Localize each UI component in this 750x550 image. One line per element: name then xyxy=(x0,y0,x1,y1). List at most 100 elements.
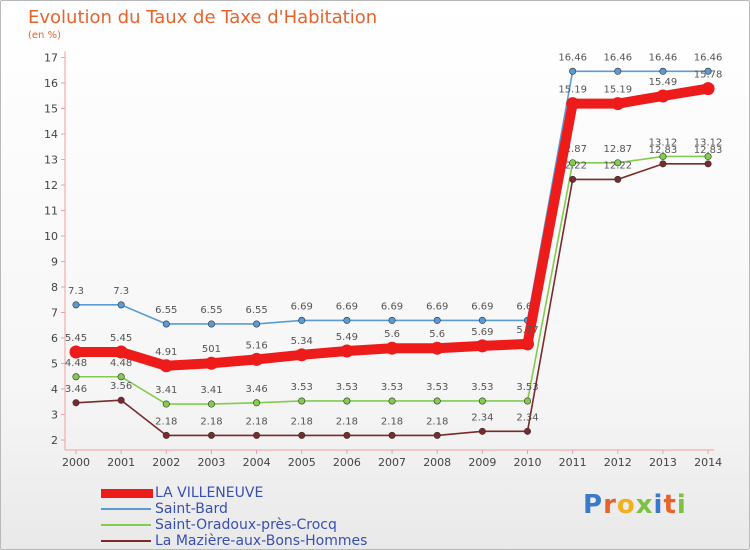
x-tick-label: 2011 xyxy=(559,456,587,469)
data-label: 3.41 xyxy=(200,385,222,396)
data-label: 3.53 xyxy=(291,382,313,393)
y-tick-label: 6 xyxy=(51,332,58,345)
y-tick-label: 12 xyxy=(44,179,58,192)
data-label: 16.46 xyxy=(603,52,632,63)
x-tick-label: 2006 xyxy=(333,456,361,469)
y-tick-label: 17 xyxy=(44,52,58,65)
data-label: 3.53 xyxy=(471,382,493,393)
data-label: 2.18 xyxy=(426,416,448,427)
data-point xyxy=(343,397,351,405)
data-point xyxy=(298,316,306,324)
data-point xyxy=(72,399,80,407)
data-label: 15.78 xyxy=(694,70,723,81)
y-tick-label: 4 xyxy=(51,383,58,396)
data-label: 6.69 xyxy=(426,301,448,312)
data-label: 12.83 xyxy=(694,145,723,156)
data-point xyxy=(72,301,80,309)
data-label: 13.12 xyxy=(649,137,678,148)
data-label: 12.22 xyxy=(558,160,587,171)
data-label: 5.16 xyxy=(245,340,267,351)
legend-swatch xyxy=(101,540,151,542)
data-label: 7.3 xyxy=(68,286,84,297)
data-point xyxy=(659,67,667,75)
x-tick-label: 2003 xyxy=(197,456,225,469)
data-point xyxy=(656,89,670,103)
y-tick-label: 5 xyxy=(51,358,58,371)
x-tick-label: 2009 xyxy=(468,456,496,469)
y-tick-label: 8 xyxy=(51,281,58,294)
data-label: 6.55 xyxy=(200,305,222,316)
data-label: 16.46 xyxy=(694,52,723,63)
logo-letter: i xyxy=(653,490,664,520)
data-point xyxy=(207,431,215,439)
x-tick-label: 2001 xyxy=(107,456,135,469)
data-point xyxy=(433,431,441,439)
y-tick-label: 14 xyxy=(44,128,58,141)
data-label: 5.6 xyxy=(429,329,445,340)
data-point xyxy=(478,397,486,405)
data-label: 2.18 xyxy=(381,416,403,427)
data-point xyxy=(117,301,125,309)
legend-swatch xyxy=(101,488,153,498)
data-label: 2.18 xyxy=(155,416,177,427)
data-point xyxy=(523,427,531,435)
data-label: 6.55 xyxy=(245,305,267,316)
data-label: 6.69 xyxy=(471,301,493,312)
data-point xyxy=(388,431,396,439)
data-point xyxy=(614,159,622,167)
data-label: 16.46 xyxy=(649,52,678,63)
data-point xyxy=(614,67,622,75)
legend-label: Saint-Bard xyxy=(155,501,228,517)
data-point xyxy=(72,373,80,381)
logo-letter: P xyxy=(583,490,604,520)
data-point xyxy=(117,373,125,381)
data-point xyxy=(569,175,577,183)
legend-label: LA VILLENEUVE xyxy=(155,485,264,501)
data-label: 6.69 xyxy=(291,301,313,312)
data-label: 3.46 xyxy=(245,384,267,395)
y-tick-label: 16 xyxy=(44,77,58,90)
y-tick-label: 9 xyxy=(51,256,58,269)
data-label: 15.19 xyxy=(603,85,632,96)
x-tick-label: 2012 xyxy=(604,456,632,469)
x-tick-label: 2002 xyxy=(152,456,180,469)
x-tick-label: 2007 xyxy=(378,456,406,469)
data-point xyxy=(69,345,83,359)
y-tick-label: 2 xyxy=(51,434,58,447)
data-label: 12.87 xyxy=(603,144,632,155)
data-label: 12.87 xyxy=(558,144,587,155)
data-label: 5.69 xyxy=(471,327,493,338)
data-point xyxy=(343,431,351,439)
y-tick-label: 10 xyxy=(44,230,58,243)
x-tick-label: 2014 xyxy=(694,456,722,469)
data-label: 3.56 xyxy=(110,381,132,392)
data-point xyxy=(704,152,712,160)
data-label: 5.6 xyxy=(384,329,400,340)
data-label: 6.69 xyxy=(516,301,538,312)
data-label: 12.83 xyxy=(649,145,678,156)
data-label: 3.41 xyxy=(155,385,177,396)
data-label: 4.91 xyxy=(155,347,177,358)
y-tick-label: 13 xyxy=(44,154,58,167)
data-label: 3.46 xyxy=(65,384,87,395)
unit-label: (en %) xyxy=(28,30,61,41)
legend-label: Saint-Oradoux-près-Crocq xyxy=(155,517,337,533)
data-label: 7.3 xyxy=(113,286,129,297)
data-label: 5.77 xyxy=(516,325,538,336)
chart-title: Evolution du Taux de Taxe d'Habitation xyxy=(28,7,378,28)
data-label: 3.53 xyxy=(426,382,448,393)
data-label: 15.49 xyxy=(649,77,678,88)
data-point xyxy=(701,82,715,96)
data-label: 6.69 xyxy=(336,301,358,312)
data-point xyxy=(204,356,218,370)
x-tick-label: 2013 xyxy=(649,456,677,469)
data-point xyxy=(117,396,125,404)
data-label: 2.18 xyxy=(336,416,358,427)
logo-letter: i xyxy=(676,490,687,520)
data-point xyxy=(385,341,399,355)
data-point xyxy=(475,339,489,353)
x-tick-label: 2010 xyxy=(514,456,542,469)
data-point xyxy=(159,359,173,373)
proxiti-logo: Proxiti xyxy=(583,490,687,520)
